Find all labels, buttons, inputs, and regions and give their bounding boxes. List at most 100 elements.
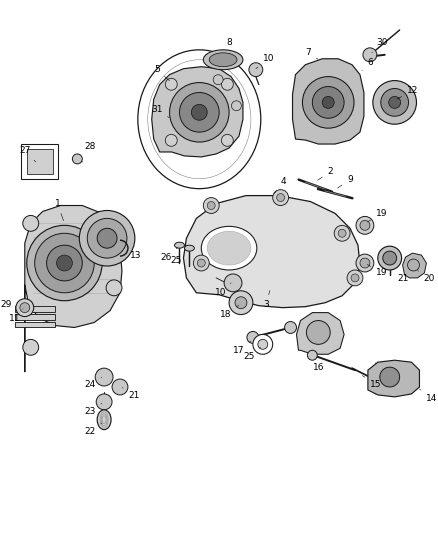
Circle shape <box>307 350 317 360</box>
Polygon shape <box>15 305 55 312</box>
Text: 11: 11 <box>9 309 23 323</box>
Circle shape <box>334 225 350 241</box>
Circle shape <box>16 298 34 317</box>
Circle shape <box>381 88 409 116</box>
Text: 23: 23 <box>85 403 102 416</box>
Text: 28: 28 <box>80 142 96 154</box>
Circle shape <box>193 255 209 271</box>
Circle shape <box>378 246 402 270</box>
Text: 18: 18 <box>220 305 239 319</box>
Ellipse shape <box>97 410 111 430</box>
Circle shape <box>303 77 354 128</box>
Circle shape <box>23 340 39 356</box>
Text: 15: 15 <box>362 376 381 389</box>
Circle shape <box>253 334 273 354</box>
Circle shape <box>106 280 122 296</box>
Circle shape <box>112 379 128 395</box>
Polygon shape <box>15 313 55 320</box>
Circle shape <box>96 394 112 410</box>
Polygon shape <box>25 206 122 372</box>
Circle shape <box>231 101 241 111</box>
Circle shape <box>249 63 263 77</box>
Circle shape <box>347 270 363 286</box>
Text: 29: 29 <box>0 300 17 314</box>
Circle shape <box>95 368 113 386</box>
Polygon shape <box>27 149 53 174</box>
Text: 7: 7 <box>306 49 318 59</box>
Circle shape <box>23 215 39 231</box>
Text: 22: 22 <box>85 423 102 436</box>
Text: 9: 9 <box>338 175 353 188</box>
Ellipse shape <box>184 245 194 251</box>
Circle shape <box>307 320 330 344</box>
Text: 10: 10 <box>215 283 231 297</box>
Ellipse shape <box>203 50 243 70</box>
Circle shape <box>356 216 374 235</box>
Circle shape <box>79 211 135 266</box>
Text: 19: 19 <box>367 209 388 222</box>
Circle shape <box>198 259 205 267</box>
Text: 14: 14 <box>420 389 437 403</box>
Circle shape <box>224 274 242 292</box>
Polygon shape <box>403 253 427 278</box>
Ellipse shape <box>209 53 237 67</box>
Circle shape <box>360 258 370 268</box>
Circle shape <box>338 229 346 237</box>
Text: 25: 25 <box>243 347 261 361</box>
Polygon shape <box>152 67 243 157</box>
Circle shape <box>46 245 82 281</box>
Circle shape <box>258 340 268 349</box>
Circle shape <box>351 274 359 282</box>
Text: 20: 20 <box>418 271 435 284</box>
Circle shape <box>27 225 102 301</box>
Text: 16: 16 <box>313 357 324 372</box>
Circle shape <box>20 303 30 313</box>
Text: 19: 19 <box>367 264 388 278</box>
Polygon shape <box>184 196 360 308</box>
Text: 30: 30 <box>372 38 388 53</box>
Circle shape <box>356 254 374 272</box>
Text: 31: 31 <box>151 105 169 118</box>
Circle shape <box>229 291 253 314</box>
Ellipse shape <box>201 227 257 270</box>
Text: 17: 17 <box>233 341 251 355</box>
Ellipse shape <box>138 50 261 189</box>
Circle shape <box>222 134 233 146</box>
Text: 26: 26 <box>160 248 177 262</box>
Circle shape <box>363 48 377 62</box>
Text: 27: 27 <box>19 147 36 162</box>
Circle shape <box>383 251 397 265</box>
Ellipse shape <box>207 231 251 265</box>
Circle shape <box>35 233 94 293</box>
Circle shape <box>97 228 117 248</box>
Ellipse shape <box>174 242 184 248</box>
Polygon shape <box>15 321 55 327</box>
Circle shape <box>180 92 219 132</box>
Circle shape <box>373 80 417 124</box>
Polygon shape <box>21 144 57 179</box>
Circle shape <box>213 75 223 85</box>
Circle shape <box>165 78 177 90</box>
Circle shape <box>273 190 289 206</box>
Text: 3: 3 <box>263 290 270 309</box>
Ellipse shape <box>148 60 251 179</box>
Circle shape <box>277 193 285 201</box>
Circle shape <box>360 220 370 230</box>
Circle shape <box>247 332 259 343</box>
Circle shape <box>389 96 401 108</box>
Circle shape <box>407 259 420 271</box>
Text: 21: 21 <box>122 387 140 400</box>
Circle shape <box>170 83 229 142</box>
Text: 8: 8 <box>226 38 232 53</box>
Circle shape <box>222 78 233 90</box>
Circle shape <box>235 297 247 309</box>
Text: 5: 5 <box>154 65 170 80</box>
Text: 12: 12 <box>397 86 418 99</box>
Circle shape <box>322 96 334 108</box>
Polygon shape <box>297 313 344 354</box>
Polygon shape <box>368 360 420 397</box>
Circle shape <box>285 321 297 334</box>
Circle shape <box>312 86 344 118</box>
Text: 24: 24 <box>85 377 102 389</box>
Circle shape <box>207 201 215 209</box>
